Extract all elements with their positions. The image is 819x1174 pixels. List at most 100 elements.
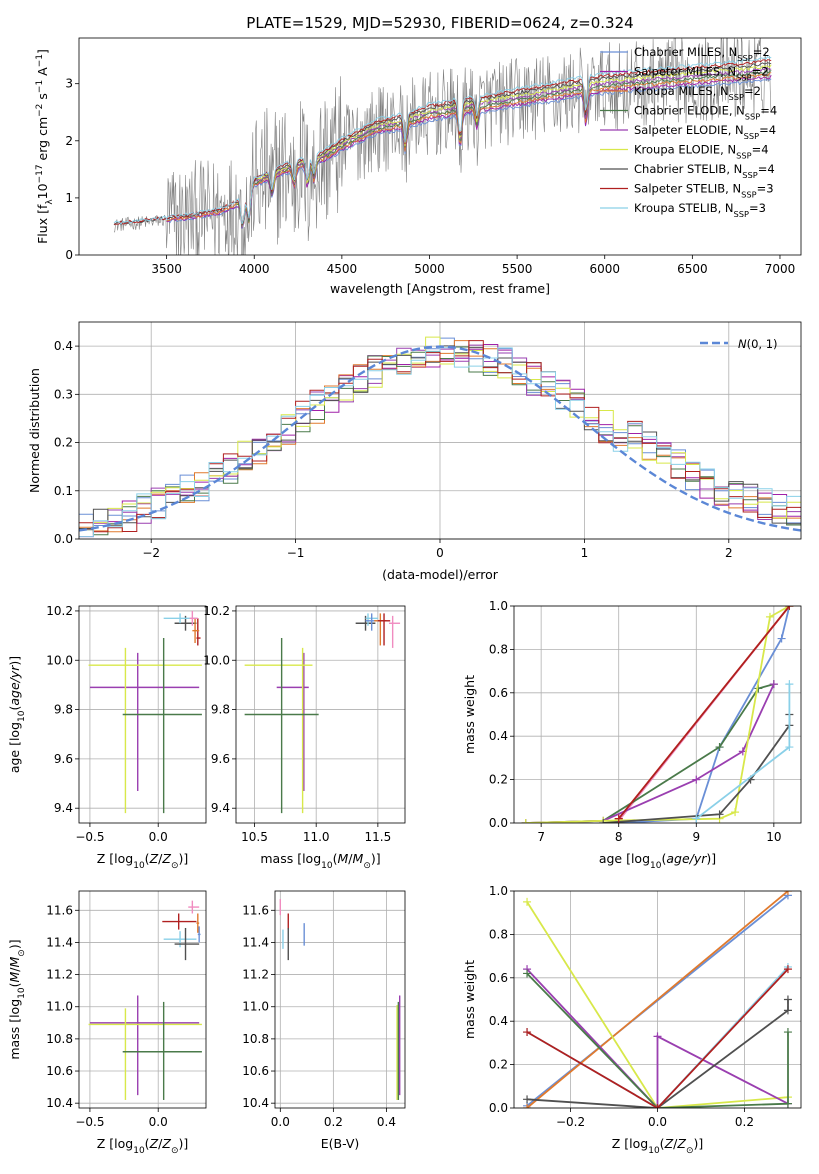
x-axis-label: E(B-V) [321, 1136, 360, 1151]
x-tick-label: 0.0 [271, 1115, 290, 1129]
x-axis-label: Z [log10(Z/Z⊙)] [612, 1136, 704, 1156]
mass-weight-marker [785, 680, 794, 689]
y-tick-label: 10.4 [242, 1096, 269, 1110]
x-tick-label: 0.4 [377, 1115, 396, 1129]
y-tick-label: 0.6 [489, 971, 508, 985]
legend-label: Kroupa MILES, NSSP=2 [634, 84, 761, 102]
errorbar-point [189, 610, 198, 626]
errorbar-point [122, 638, 202, 814]
y-tick-label: 0 [65, 248, 73, 262]
x-axis-label: mass [log10(M/M⊙)] [260, 851, 380, 871]
x-tick-label: 4500 [327, 262, 358, 276]
y-tick-label: 0.3 [54, 387, 73, 401]
y-axis-label: mass [log10(M/M⊙)] [7, 939, 27, 1059]
x-tick-label: −0.2 [556, 1115, 585, 1129]
legend-label: Kroupa ELODIE, NSSP=4 [634, 143, 769, 161]
x-tick-label: 6000 [589, 262, 620, 276]
mass_vs_Z-frame: −0.5 0.0 10.4 10.6 10.8 11.0 11.2 11.4 11.6 Z [lo… [7, 890, 207, 1156]
mass-weight-marker [783, 891, 792, 895]
y-tick-label: 0.4 [489, 729, 508, 743]
y-tick-label: 0.4 [54, 339, 73, 353]
legend-label: N(0, 1) [738, 337, 778, 351]
mass_vs_EBV-frame: 0.0 0.2 0.4 10.4 10.6 10.8 11.0 11.2 11.4 11.6 E(B… [242, 890, 406, 1151]
axes-frame [78, 890, 207, 1109]
mass-weight-line [526, 968, 789, 1108]
mass-weight-marker [523, 897, 532, 906]
x-tick-label: 6500 [677, 262, 708, 276]
age_vs_Z-plot [88, 610, 202, 814]
spectrum-legend: Chabrier MILES, NSSP=2 Salpeter MILES, NS… [600, 45, 777, 219]
mass-weight-line [526, 968, 789, 1108]
x-tick-label: 4000 [239, 262, 270, 276]
x-tick-label: 11.0 [303, 830, 330, 844]
errorbar-point [192, 618, 200, 643]
mass-weight-marker [653, 1104, 662, 1108]
model-spectrum-kroupa-miles [166, 72, 772, 227]
x-tick-label: 7 [537, 830, 545, 844]
y-tick-label: 0.2 [54, 436, 73, 450]
mass-weight-marker [769, 680, 778, 689]
legend-label: Chabrier ELODIE, NSSP=4 [634, 104, 777, 122]
y-tick-label: 10.2 [203, 604, 230, 618]
errorbar-point [244, 638, 319, 814]
y-tick-label: 1.0 [489, 599, 508, 613]
y-tick-label: 10.0 [46, 653, 73, 667]
y-tick-label: 10.8 [242, 1032, 269, 1046]
y-tick-label: 10.4 [46, 1096, 73, 1110]
x-tick-label: −2 [142, 546, 160, 560]
y-tick-label: 1.0 [489, 884, 508, 898]
x-axis-label: Z [log10(Z/Z⊙)] [97, 1136, 189, 1156]
x-tick-label: 0.0 [648, 1115, 667, 1129]
mass-weight-line [617, 606, 791, 820]
legend-label: Salpeter STELIB, NSSP=3 [634, 182, 774, 200]
x-tick-label: 0.0 [149, 1115, 168, 1129]
y-axis-label: Normed distribution [27, 368, 42, 493]
errorbar-point [162, 913, 197, 930]
y-tick-label: 0.4 [489, 1014, 508, 1028]
mass-weight-marker [785, 606, 794, 610]
y-axis-label: Flux [fλ10−17 erg cm−2 s−1 A−1] [35, 49, 55, 244]
mass-weight-marker [731, 808, 740, 817]
x-tick-label: 11.5 [365, 830, 392, 844]
histogram-kroupa-stelib [79, 347, 801, 538]
x-tick-label: −1 [287, 546, 305, 560]
y-tick-label: 10.2 [46, 604, 73, 618]
y-tick-label: 1 [65, 191, 73, 205]
y-tick-label: 2 [65, 134, 73, 148]
x-axis-label: wavelength [Angstrom, rest frame] [330, 281, 550, 296]
mass-weight-marker [783, 1006, 792, 1015]
mass-weight-marker [523, 1095, 532, 1104]
x-tick-label: 3500 [151, 262, 182, 276]
legend-label: Salpeter ELODIE, NSSP=4 [634, 123, 776, 141]
mass-weight-marker [653, 1032, 662, 1041]
model-spectrum-kroupa-stelib [113, 55, 772, 225]
mass-weight-marker [523, 969, 532, 978]
errorbar-point [244, 647, 313, 814]
y-tick-label: 0.2 [489, 773, 508, 787]
mass-weight-marker [599, 819, 608, 823]
mass-weight-marker [692, 775, 701, 784]
y-tick-label: 3 [65, 77, 73, 91]
y-tick-label: 0.8 [489, 927, 508, 941]
mass-weight-marker [614, 814, 623, 823]
mass_weight_vs_age-frame: 7 8 9 10 0.0 0.2 0.4 0.6 0.8 1.0 age [log10(age/yr… [462, 599, 802, 871]
mass-weight-marker [783, 965, 792, 974]
x-tick-label: 5000 [414, 262, 445, 276]
residuals-frame: −2 −1 0 1 2 0.0 0.1 0.2 0.3 0.4 (data-model)/error… [27, 321, 802, 582]
mass_weight_vs_age-plot [521, 606, 794, 823]
mass-weight-marker [785, 743, 794, 752]
x-tick-label: 0 [436, 546, 444, 560]
y-tick-label: 0.0 [489, 1101, 508, 1115]
data-spectrum-line [114, 38, 772, 255]
age_vs_Z-frame: −0.5 0.0 9.4 9.6 9.8 10.0 10.2 Z [log10(Z/Z⊙)] a… [7, 604, 207, 871]
legend-label: Kroupa STELIB, NSSP=3 [634, 201, 766, 219]
mass-weight-marker [765, 612, 774, 621]
mass-weight-marker [777, 634, 786, 643]
x-tick-label: 7000 [765, 262, 796, 276]
y-tick-label: 11.2 [242, 968, 269, 982]
axes-frame [513, 605, 802, 824]
errorbar-point [196, 618, 201, 646]
y-tick-label: 9.6 [54, 752, 73, 766]
y-tick-label: 0.8 [489, 642, 508, 656]
